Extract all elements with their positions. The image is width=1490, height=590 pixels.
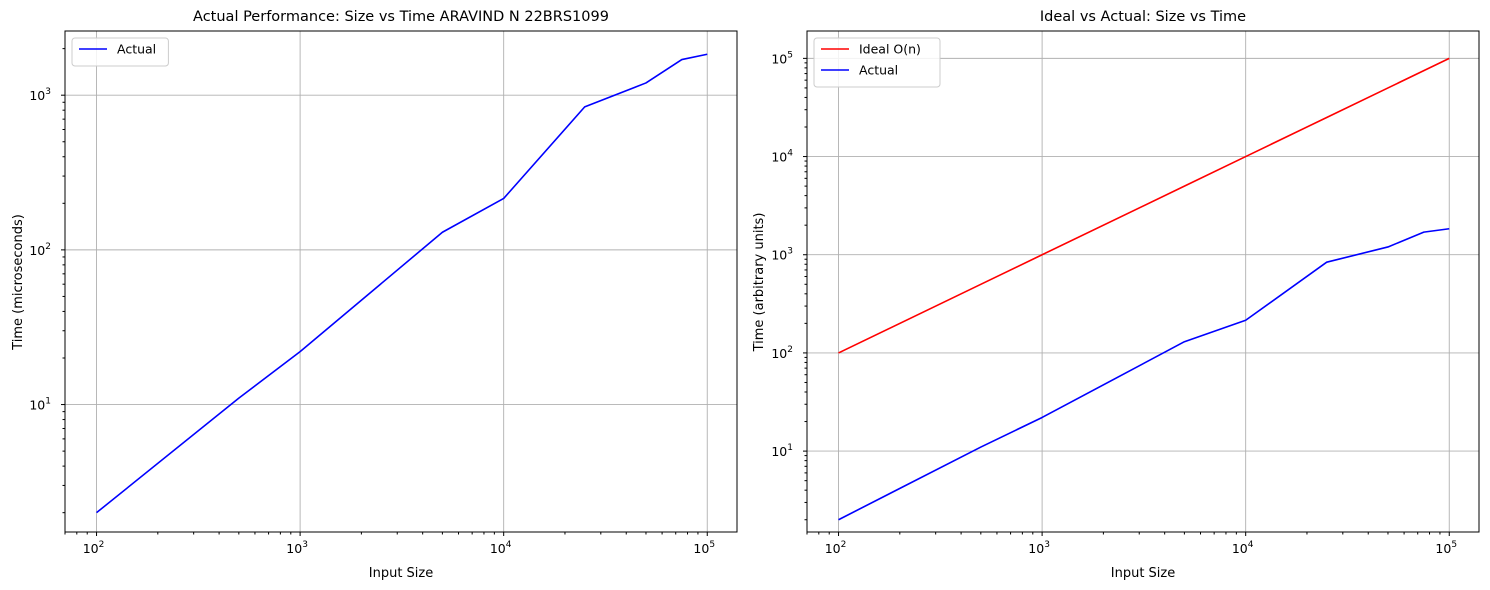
series-line-actual [96,53,708,514]
left-x-axis-label: Input Size [369,566,433,581]
legend-label: Actual [117,42,156,57]
x-tick-label: 103 [1028,540,1050,556]
series-line-actual [838,227,1450,521]
left-plot-frame [64,30,738,533]
left-grid [65,31,737,532]
right-chart-title: Ideal vs Actual: Size vs Time [1040,9,1246,25]
x-tick-label: 104 [490,540,512,556]
legend-box [813,37,941,88]
left-chart-panel: Actual Performance: Size vs Time ARAVIND… [11,9,738,581]
x-tick-label: 103 [286,540,308,556]
y-tick-label: 102 [771,345,793,361]
right-grid [807,31,1479,532]
y-tick-label: 103 [29,87,51,103]
right-x-axis-label: Input Size [1111,566,1175,581]
y-tick-label: 101 [29,397,51,413]
right-plot-frame [806,30,1480,533]
legend-box [71,37,169,67]
series-line-ideal-o-n [838,57,1450,354]
left-series-group [96,53,708,514]
legend-label: Actual [859,63,898,78]
right-chart-panel: Ideal vs Actual: Size vs Time Input Size… [752,9,1480,581]
left-chart-title: Actual Performance: Size vs Time ARAVIND… [193,9,609,25]
right-y-axis-label: Time (arbitrary units) [752,213,767,353]
x-tick-label: 105 [1435,540,1457,556]
legend-label: Ideal O(n) [859,42,921,57]
x-tick-label: 104 [1232,540,1254,556]
x-tick-label: 102 [83,540,105,556]
right-series-group [838,57,1450,521]
y-tick-label: 104 [771,149,793,165]
y-tick-label: 105 [771,50,793,66]
left-ticks: 102 103 104 105 101 102 103 [29,48,715,556]
y-tick-label: 101 [771,443,793,459]
y-tick-label: 102 [29,242,51,258]
left-y-axis-label: Time (microseconds) [11,214,26,351]
y-tick-label: 103 [771,247,793,263]
x-tick-label: 102 [825,540,847,556]
right-ticks: 102 103 104 105 101 102 103 104 105 [771,50,1457,556]
right-legend: Ideal O(n) Actual [813,37,941,88]
left-legend: Actual [71,37,169,67]
x-tick-label: 105 [693,540,715,556]
